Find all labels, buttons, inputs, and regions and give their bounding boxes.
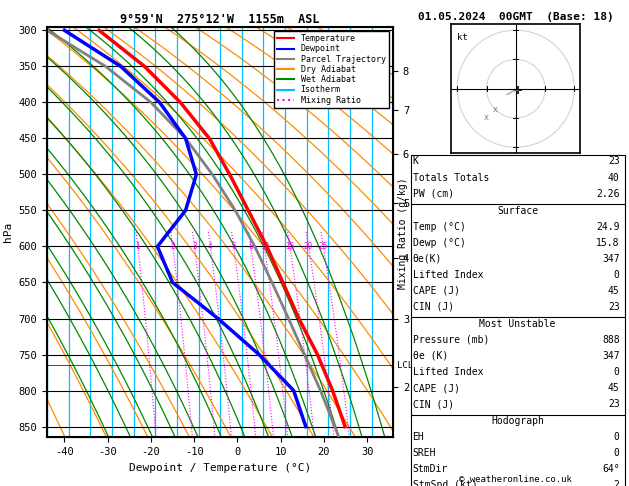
Text: StmDir: StmDir	[413, 464, 448, 474]
Text: θe(K): θe(K)	[413, 254, 442, 264]
Text: 347: 347	[602, 351, 620, 361]
Text: 15.8: 15.8	[596, 238, 620, 248]
Text: Lifted Index: Lifted Index	[413, 270, 483, 280]
Title: 9°59'N  275°12'W  1155m  ASL: 9°59'N 275°12'W 1155m ASL	[120, 13, 320, 26]
Text: CAPE (J): CAPE (J)	[413, 286, 460, 296]
Text: x: x	[493, 104, 498, 114]
Text: 2: 2	[614, 480, 620, 486]
Text: 3: 3	[192, 242, 197, 251]
Text: 45: 45	[608, 383, 620, 393]
Text: 1: 1	[135, 242, 140, 251]
Text: 25: 25	[319, 242, 328, 251]
Legend: Temperature, Dewpoint, Parcel Trajectory, Dry Adiabat, Wet Adiabat, Isotherm, Mi: Temperature, Dewpoint, Parcel Trajectory…	[274, 31, 389, 108]
Y-axis label: hPa: hPa	[3, 222, 13, 242]
Text: 23: 23	[608, 399, 620, 409]
Text: © weatheronline.co.uk: © weatheronline.co.uk	[459, 474, 572, 484]
Text: 45: 45	[608, 286, 620, 296]
X-axis label: Dewpoint / Temperature (°C): Dewpoint / Temperature (°C)	[129, 463, 311, 473]
Text: Totals Totals: Totals Totals	[413, 173, 489, 183]
Text: 347: 347	[602, 254, 620, 264]
Text: CIN (J): CIN (J)	[413, 399, 454, 409]
Text: 40: 40	[608, 173, 620, 183]
Text: θe (K): θe (K)	[413, 351, 448, 361]
Text: CAPE (J): CAPE (J)	[413, 383, 460, 393]
Text: Temp (°C): Temp (°C)	[413, 222, 465, 232]
Text: 23: 23	[608, 302, 620, 312]
Text: 20: 20	[304, 242, 313, 251]
Text: x: x	[484, 113, 489, 122]
Y-axis label: km
ASL: km ASL	[422, 221, 441, 243]
Text: 64°: 64°	[602, 464, 620, 474]
Text: kt: kt	[457, 33, 468, 42]
Text: Most Unstable: Most Unstable	[479, 319, 556, 329]
Text: 0: 0	[614, 448, 620, 458]
Text: CIN (J): CIN (J)	[413, 302, 454, 312]
Text: 888: 888	[602, 335, 620, 345]
Text: 0: 0	[614, 270, 620, 280]
Text: PW (cm): PW (cm)	[413, 189, 454, 199]
Text: Mixing Ratio (g/kg): Mixing Ratio (g/kg)	[398, 177, 408, 289]
Text: 8: 8	[248, 242, 253, 251]
Text: 6: 6	[231, 242, 236, 251]
Text: Surface: Surface	[497, 206, 538, 216]
Text: Lifted Index: Lifted Index	[413, 367, 483, 377]
Text: Hodograph: Hodograph	[491, 416, 544, 426]
Text: LCL: LCL	[398, 361, 413, 370]
Text: 24.9: 24.9	[596, 222, 620, 232]
Text: 01.05.2024  00GMT  (Base: 18): 01.05.2024 00GMT (Base: 18)	[418, 12, 614, 22]
Text: 10: 10	[260, 242, 269, 251]
Text: 2: 2	[170, 242, 175, 251]
Text: EH: EH	[413, 432, 425, 442]
Text: Pressure (mb): Pressure (mb)	[413, 335, 489, 345]
Text: 15: 15	[285, 242, 294, 251]
Text: SREH: SREH	[413, 448, 436, 458]
Text: Dewp (°C): Dewp (°C)	[413, 238, 465, 248]
Text: 2.26: 2.26	[596, 189, 620, 199]
Text: 0: 0	[614, 367, 620, 377]
Text: 23: 23	[608, 156, 620, 167]
Text: StmSpd (kt): StmSpd (kt)	[413, 480, 477, 486]
Text: 4: 4	[208, 242, 213, 251]
Text: 0: 0	[614, 432, 620, 442]
Text: K: K	[413, 156, 418, 167]
